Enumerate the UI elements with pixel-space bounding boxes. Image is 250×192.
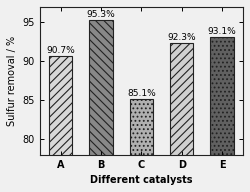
Bar bbox=[130, 99, 153, 192]
Text: 85.1%: 85.1% bbox=[127, 89, 156, 98]
Text: 92.3%: 92.3% bbox=[168, 33, 196, 42]
Text: 90.7%: 90.7% bbox=[46, 46, 75, 55]
Bar bbox=[89, 20, 113, 192]
Text: 95.3%: 95.3% bbox=[87, 10, 116, 19]
Text: 93.1%: 93.1% bbox=[208, 27, 236, 36]
X-axis label: Different catalysts: Different catalysts bbox=[90, 175, 193, 185]
Bar bbox=[170, 43, 194, 192]
Bar bbox=[210, 37, 234, 192]
Y-axis label: Sulfur removal / %: Sulfur removal / % bbox=[7, 36, 17, 126]
Bar bbox=[49, 56, 72, 192]
